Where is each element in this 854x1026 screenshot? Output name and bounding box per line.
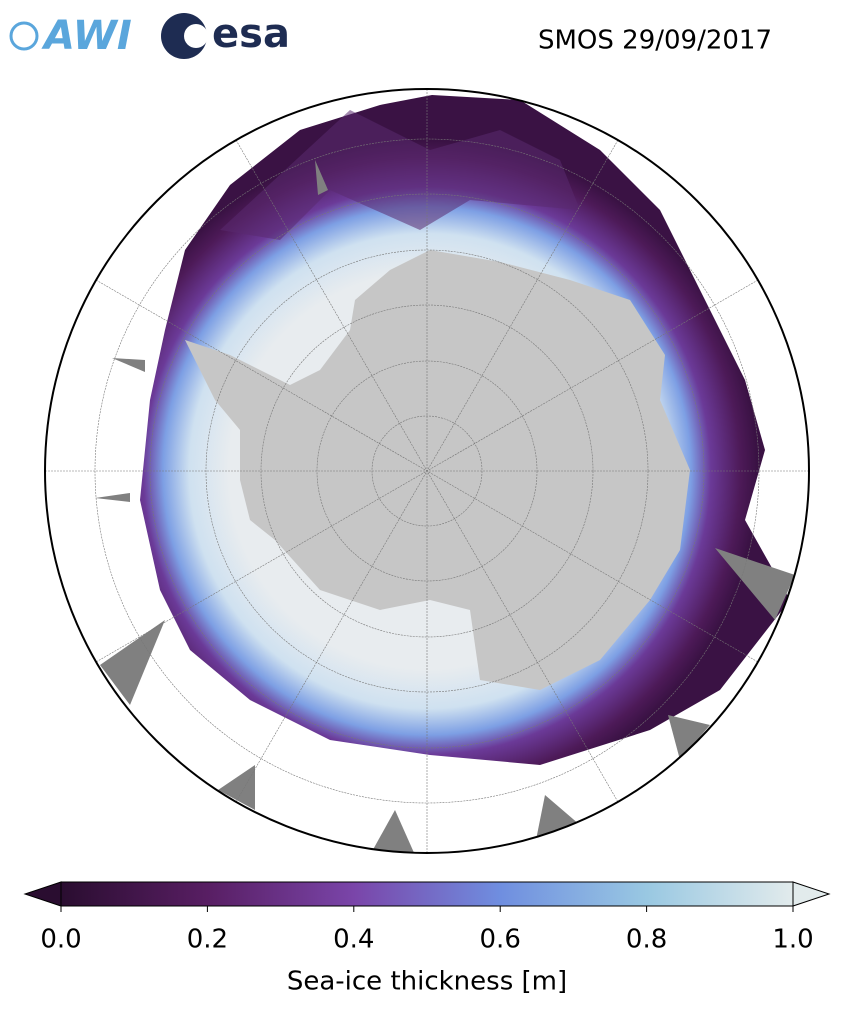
tick-label: 0.4 <box>333 925 374 955</box>
colorbar <box>23 881 831 907</box>
tick-label: 0.6 <box>480 925 521 955</box>
esa-logo: esa <box>161 11 290 59</box>
tick-label: 0.2 <box>187 925 228 955</box>
awi-logo: AWI <box>9 13 132 59</box>
cbar-scale <box>60 881 794 907</box>
tick-label: 1.0 <box>772 925 813 955</box>
cbar-extend-low <box>23 881 62 907</box>
logo-text: AWI <box>41 13 132 59</box>
cbar-extend-high <box>792 881 831 907</box>
logo-text: esa <box>212 11 290 57</box>
map-border <box>44 88 810 854</box>
title: SMOS 29/09/2017 <box>538 26 772 56</box>
map <box>45 89 809 853</box>
graticule <box>45 89 809 853</box>
tick-label: 0.0 <box>40 925 81 955</box>
cbar-label: Sea-ice thickness [m] <box>287 967 567 997</box>
tick-label: 0.8 <box>626 925 667 955</box>
